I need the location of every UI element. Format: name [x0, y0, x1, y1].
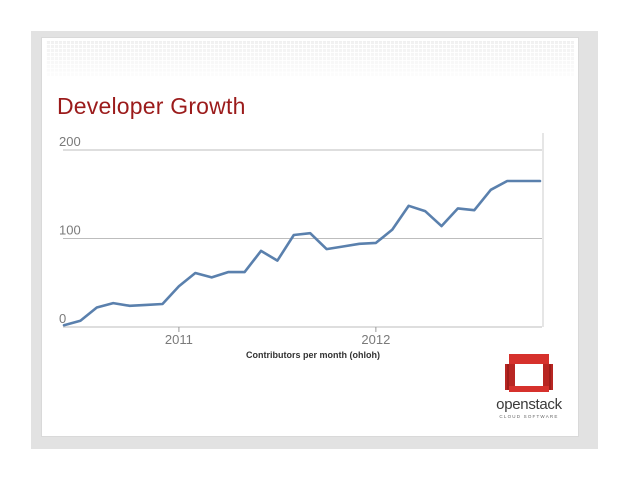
logo-wordmark: openstack — [496, 396, 562, 413]
slide-title: Developer Growth — [57, 93, 246, 119]
logo-tagline: CLOUD SOFTWARE — [499, 414, 559, 419]
header-pattern — [46, 41, 574, 77]
x-tick-label: 2011 — [165, 332, 193, 347]
chart-caption: Contributors per month (ohloh) — [246, 350, 380, 360]
x-tick-label: 2012 — [361, 332, 390, 347]
y-tick-label: 0 — [59, 311, 66, 326]
slide — [41, 37, 579, 437]
y-tick-label: 100 — [59, 223, 81, 238]
y-tick-label: 200 — [59, 134, 81, 149]
openstack-logo-icon — [505, 354, 553, 392]
series-line — [62, 179, 542, 327]
